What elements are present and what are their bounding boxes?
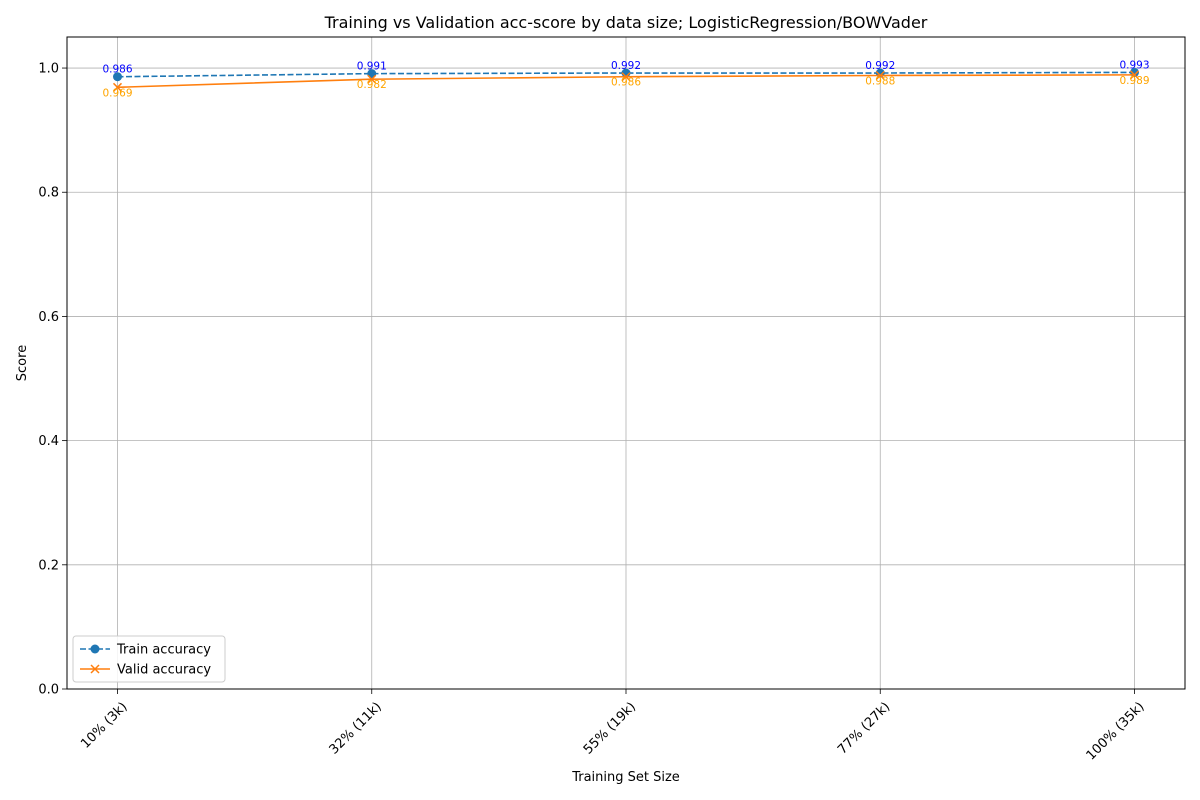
valid-accuracy-marker-legend: [90, 664, 100, 674]
series-layer: [112, 67, 1140, 92]
y-tick-label: 0.6: [38, 310, 59, 325]
train-accuracy-data-label: 0.991: [357, 61, 387, 73]
chart-title: Training vs Validation acc-score by data…: [324, 13, 928, 32]
grid: [67, 37, 1185, 690]
valid-accuracy-data-label: 0.982: [357, 79, 387, 91]
train-accuracy-data-label: 0.986: [102, 64, 132, 76]
train-accuracy-data-label: 0.992: [611, 60, 641, 72]
train-accuracy-data-label: 0.992: [865, 60, 895, 72]
legend-box: [72, 635, 226, 683]
y-tick-label: 0.4: [38, 434, 59, 449]
legend-valid-label: Valid accuracy: [117, 663, 211, 678]
valid-accuracy-data-label: 0.989: [1119, 75, 1149, 87]
y-tick-label: 1.0: [38, 62, 59, 77]
y-axis-ticks: 0.0 0.2 0.4 0.6 0.8 1.0: [38, 62, 67, 698]
valid-accuracy-marker: [112, 82, 123, 92]
x-axis-label: Training Set Size: [571, 770, 680, 785]
y-tick-label: 0.8: [38, 186, 59, 201]
valid-accuracy-marker: [875, 70, 885, 81]
train-accuracy-marker-legend: [90, 644, 100, 654]
train-accuracy-marker: [367, 69, 377, 79]
y-tick-label: 0.2: [38, 558, 59, 573]
valid-accuracy-data-label: 0.986: [611, 77, 641, 89]
data-labels: 0.986 0.991 0.992 0.992 0.993 0.969 0.982 0.986…: [102, 59, 1149, 99]
valid-accuracy-marker: [621, 72, 631, 82]
legend: Train accuracy Valid accuracy: [72, 635, 226, 683]
legend-train-label: Train accuracy: [116, 643, 211, 658]
y-tick-label: 0.0: [38, 683, 59, 698]
valid-accuracy-marker: [1129, 70, 1140, 80]
valid-accuracy-marker: [367, 74, 377, 84]
valid-accuracy-data-label: 0.969: [102, 87, 132, 99]
y-axis-label: Score: [15, 345, 30, 381]
train-accuracy-marker: [113, 72, 122, 82]
valid-accuracy-data-label: 0.988: [865, 75, 895, 87]
train-accuracy-data-label: 0.993: [1119, 59, 1149, 71]
